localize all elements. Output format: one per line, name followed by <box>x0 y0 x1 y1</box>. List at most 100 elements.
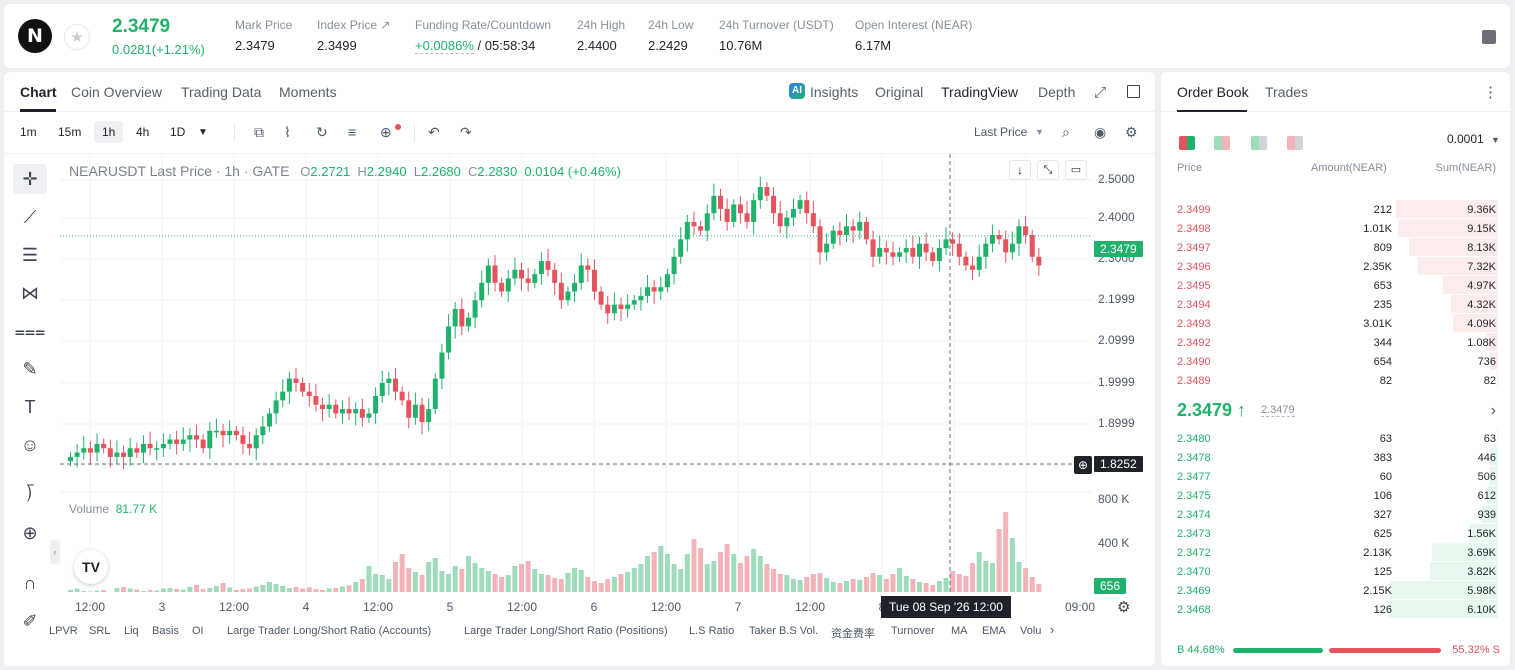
bid-row[interactable]: 2.3474 327 939 <box>1161 505 1510 524</box>
collapse-icon[interactable]: ⤡ <box>1037 160 1059 180</box>
brush-icon[interactable]: ✎ <box>22 358 38 379</box>
indicator-item[interactable]: Taker B.S Vol. <box>749 625 819 637</box>
add-alert-icon[interactable]: ⊕ <box>1074 456 1092 474</box>
text-tool-icon[interactable]: T <box>24 396 36 417</box>
search-icon[interactable]: ⌕ <box>1062 124 1070 140</box>
templates-icon[interactable]: ≡ <box>348 124 357 140</box>
ask-row[interactable]: 2.3495 653 4.97K <box>1161 276 1510 295</box>
maximize-pane-icon[interactable]: ▭ <box>1065 160 1087 180</box>
ask-row[interactable]: 2.3493 3.01K 4.09K <box>1161 314 1510 333</box>
precision-select[interactable]: 0.0001 <box>1447 132 1484 146</box>
ask-row[interactable]: 2.3489 82 82 <box>1161 371 1510 390</box>
candle-type-icon[interactable]: ⧉ <box>254 124 264 140</box>
bid-row[interactable]: 2.3469 2.15K 5.98K <box>1161 581 1510 600</box>
view-depth[interactable]: Depth <box>1038 84 1076 100</box>
tab-order-book[interactable]: Order Book <box>1177 84 1249 100</box>
fullscreen-icon[interactable]: ⤢ <box>1094 84 1107 101</box>
favorite-star-icon[interactable]: ★ <box>64 24 90 50</box>
stat-index-price[interactable]: Index Price ↗ 2.3499 <box>317 18 390 53</box>
interval-1d[interactable]: 1D <box>170 125 186 139</box>
view-original[interactable]: Original <box>875 84 924 100</box>
collapse-toolbar-icon[interactable]: ‹ <box>50 540 60 564</box>
magnet-icon[interactable]: ∩ <box>23 572 37 593</box>
tab-trading-data[interactable]: Trading Data <box>181 84 262 100</box>
camera-icon[interactable]: ◉ <box>1094 124 1107 140</box>
trend-line-icon[interactable]: ⟋ <box>23 206 37 227</box>
tradingview-logo[interactable]: TV <box>74 550 108 584</box>
redo-icon[interactable]: ↷ <box>460 124 472 140</box>
indicator-item[interactable]: OI <box>192 625 204 637</box>
tab-trades[interactable]: Trades <box>1265 84 1309 100</box>
settings-gear-icon[interactable]: ⚙ <box>1125 124 1138 140</box>
ask-row[interactable]: 2.3494 235 4.32K <box>1161 295 1510 314</box>
calculator-icon[interactable] <box>1482 30 1496 44</box>
price-type-select[interactable]: Last Price <box>974 125 1028 139</box>
view-both-icon[interactable] <box>1179 136 1195 150</box>
zoom-in-icon[interactable]: ⊕ <box>22 522 38 543</box>
price-type-dropdown-icon[interactable]: ▼ <box>1035 127 1044 137</box>
emoji-icon[interactable]: ☺ <box>20 434 40 455</box>
tab-coin-overview[interactable]: Coin Overview <box>71 84 163 100</box>
indicator-item[interactable]: 资金费率 <box>831 628 875 640</box>
bid-row[interactable]: 2.3473 625 1.56K <box>1161 524 1510 543</box>
indicator-item[interactable]: Basis <box>152 625 179 637</box>
view-bids-icon[interactable] <box>1251 136 1267 150</box>
refresh-icon[interactable]: ↻ <box>316 124 328 140</box>
ask-row[interactable]: 2.3499 212 9.36K <box>1161 200 1510 219</box>
fib-icon[interactable]: ⩶ <box>14 320 46 341</box>
indicator-item[interactable]: SRL <box>89 625 111 637</box>
undo-icon[interactable]: ↶ <box>428 124 440 140</box>
ask-row[interactable]: 2.3490 654 736 <box>1161 352 1510 371</box>
view-tradingview[interactable]: TradingView <box>941 84 1019 100</box>
pattern-icon[interactable]: ⋈ <box>21 282 39 303</box>
view-asks-icon[interactable] <box>1287 136 1303 150</box>
horizontal-lines-icon[interactable]: ☰ <box>21 244 39 265</box>
bid-row[interactable]: 2.3477 60 506 <box>1161 467 1510 486</box>
ask-row[interactable]: 2.3492 344 1.08K <box>1161 333 1510 352</box>
indicator-item[interactable]: EMA <box>982 625 1006 637</box>
add-indicator-icon[interactable]: ⊕ <box>380 124 392 140</box>
pencil-lock-icon[interactable]: ✐ <box>22 610 38 631</box>
bid-row[interactable]: 2.3475 106 612 <box>1161 486 1510 505</box>
scroll-down-icon[interactable]: ↓ <box>1009 160 1031 180</box>
indicator-item[interactable]: Large Trader Long/Short Ratio (Accounts) <box>227 625 432 637</box>
tab-chart[interactable]: Chart <box>20 84 57 100</box>
tab-moments[interactable]: Moments <box>279 84 337 100</box>
precision-dropdown-icon[interactable]: ▼ <box>1491 135 1500 145</box>
view-insights[interactable]: Insights <box>810 84 859 100</box>
ask-row[interactable]: 2.3498 1.01K 9.15K <box>1161 219 1510 238</box>
indicator-item[interactable]: Large Trader Long/Short Ratio (Positions… <box>464 625 668 637</box>
indicators-icon[interactable]: ⌇ <box>284 124 291 140</box>
indicator-item[interactable]: Turnover <box>891 625 935 637</box>
ask-row[interactable]: 2.3496 2.35K 7.32K <box>1161 257 1510 276</box>
indicator-item[interactable]: MA <box>951 625 968 637</box>
bid-row[interactable]: 2.3470 125 3.82K <box>1161 562 1510 581</box>
stat-funding-rate[interactable]: Funding Rate/Countdown +0.0086% / 05:58:… <box>415 18 551 54</box>
indicator-item[interactable]: Liq <box>124 625 139 637</box>
bid-row[interactable]: 2.3480 63 63 <box>1161 429 1510 448</box>
chevron-right-icon[interactable]: › <box>1490 402 1496 419</box>
ruler-icon[interactable]: ⟌ <box>26 484 34 505</box>
chart-settings-icon[interactable]: ⚙ <box>1117 599 1131 616</box>
ratio-bar <box>1233 648 1441 653</box>
bid-row[interactable]: 2.3478 383 446 <box>1161 448 1510 467</box>
price-axis[interactable]: 2.5000 2.4000 2.3000 2.1999 2.0999 1.9999 1.89… <box>1074 154 1150 594</box>
indicator-scroll-right-icon[interactable]: › <box>1050 622 1055 637</box>
interval-1m[interactable]: 1m <box>20 125 37 139</box>
crosshair-icon[interactable]: ✛ <box>13 164 47 194</box>
time-axis[interactable]: 12:00312:00412:00512:00612:00712:00809:0… <box>60 594 1095 618</box>
bid-row[interactable]: 2.3468 126 6.10K <box>1161 600 1510 619</box>
view-bids-asks-icon[interactable] <box>1214 136 1230 150</box>
interval-1h[interactable]: 1h <box>94 121 124 143</box>
interval-4h[interactable]: 4h <box>136 125 150 139</box>
candlestick-plot[interactable] <box>60 154 1092 592</box>
interval-15m[interactable]: 15m <box>58 125 82 139</box>
indicator-item[interactable]: Volu <box>1020 625 1042 637</box>
bid-row[interactable]: 2.3472 2.13K 3.69K <box>1161 543 1510 562</box>
window-icon[interactable] <box>1127 85 1140 98</box>
interval-dropdown-icon[interactable]: ▼ <box>198 127 208 138</box>
more-options-icon[interactable]: ⋮ <box>1483 84 1498 101</box>
indicator-item[interactable]: L.S Ratio <box>689 625 735 637</box>
indicator-item[interactable]: LPVR <box>49 625 78 637</box>
ask-row[interactable]: 2.3497 809 8.13K <box>1161 238 1510 257</box>
